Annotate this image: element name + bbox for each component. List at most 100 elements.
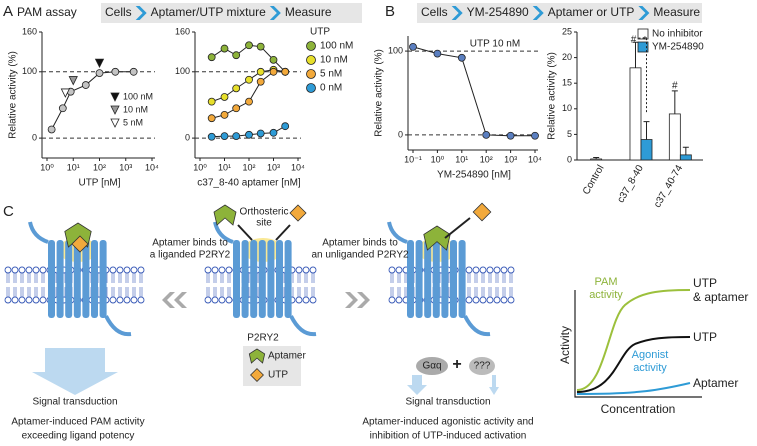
chevron [451, 6, 463, 20]
lipid-head [218, 266, 226, 274]
legend-label: 5 nM [123, 117, 143, 127]
protein [469, 357, 495, 375]
data-point [433, 49, 442, 58]
lipid-tail [118, 287, 122, 297]
lipid-tail [311, 273, 315, 283]
signal-arrow [489, 375, 499, 395]
curve-label: activity [633, 362, 667, 374]
lipid-tail [132, 287, 136, 297]
curve-label: UTP [693, 276, 717, 290]
x-tick-label: 10⁰ [193, 162, 207, 172]
legend-swatch [306, 41, 316, 51]
lipid-tail [502, 273, 506, 283]
lipid-head [18, 296, 26, 304]
y-axis-label: Relative activity (%) [374, 49, 385, 137]
lipid-tail [34, 273, 38, 283]
schematic-ylabel: Activity [558, 326, 572, 364]
header-title: PAM assay [17, 5, 77, 19]
y-tick-label: 100 [22, 66, 37, 76]
protein-label: ??? [474, 361, 491, 372]
data-point [232, 51, 241, 60]
y-tick-label: 0 [398, 129, 403, 139]
data-point [232, 132, 241, 141]
lipid-head [225, 296, 233, 304]
lipid-head [295, 296, 303, 304]
lipid-head [32, 296, 40, 304]
lipid-tail [474, 287, 478, 297]
c-term [463, 315, 491, 337]
lipid-tail [390, 287, 394, 297]
aptamer-shape [213, 204, 237, 226]
lipid-head [493, 266, 501, 274]
helix [233, 240, 240, 318]
lipid-head [507, 296, 515, 304]
marker-triangle [94, 58, 105, 69]
helix [99, 240, 107, 318]
helix [424, 240, 432, 318]
helix [258, 240, 266, 318]
legend-triangle [110, 92, 120, 102]
lipid-head [4, 266, 12, 274]
y-tick-label: 0 [567, 154, 572, 164]
data-point [281, 67, 290, 76]
data-point [207, 132, 216, 141]
legend-label: 0 nM [320, 83, 342, 94]
lipid-tail [488, 273, 492, 283]
y-tick-label: 100 [175, 66, 190, 76]
panel-label: A [3, 3, 13, 20]
x-tick-label: 10³ [504, 154, 517, 164]
significance-bracket [638, 37, 648, 114]
x-tick-label: 10³ [267, 162, 280, 172]
lipid-tail [220, 273, 224, 283]
bar [668, 113, 681, 161]
lipid-head [211, 296, 219, 304]
error-bar [671, 90, 678, 114]
curve-label: Aptamer [693, 376, 738, 390]
helix [407, 240, 414, 318]
data-point [506, 131, 515, 140]
bar [590, 158, 603, 161]
arrow-label: Aptamer binds to [322, 238, 398, 249]
lipid-tail [6, 273, 10, 283]
data-point [111, 67, 120, 76]
lipid-tail [397, 287, 401, 297]
lipid-tail [206, 287, 210, 297]
data-point [269, 128, 278, 137]
helix [65, 240, 73, 318]
curve-aptamer [576, 382, 691, 395]
lipid-tail [467, 273, 471, 283]
data-point [207, 97, 216, 106]
data-line [412, 46, 535, 137]
lipid-head [123, 296, 131, 304]
data-point [269, 55, 278, 64]
chevron [638, 6, 650, 20]
lipid-tail [220, 287, 224, 297]
c-term [104, 315, 132, 337]
lipid-head [204, 296, 212, 304]
lipid-head [486, 266, 494, 274]
annotation: UTP 10 nM [470, 39, 520, 50]
helix [432, 240, 440, 318]
lipid-tail [132, 273, 136, 283]
lipid-head [116, 296, 124, 304]
lipid-tail [467, 287, 471, 297]
data-point [220, 44, 229, 53]
lipid-head [39, 266, 47, 274]
lipid-tail [213, 273, 217, 283]
helix [267, 240, 275, 318]
legend-swatch [306, 69, 316, 79]
lipid-tail [206, 273, 210, 283]
y-tick-label: 0 [185, 132, 190, 142]
legend-label: No inhibitor [652, 29, 703, 40]
data-point [245, 130, 253, 139]
arrow [444, 217, 471, 239]
data-point [245, 41, 253, 50]
protein [416, 357, 448, 375]
lipid-head [11, 296, 19, 304]
header-box [101, 3, 362, 23]
lipid-head [25, 266, 33, 274]
caption: inhibition of UTP-induced activation [370, 431, 527, 442]
data-point [256, 42, 265, 51]
lipid-tail [311, 287, 315, 297]
